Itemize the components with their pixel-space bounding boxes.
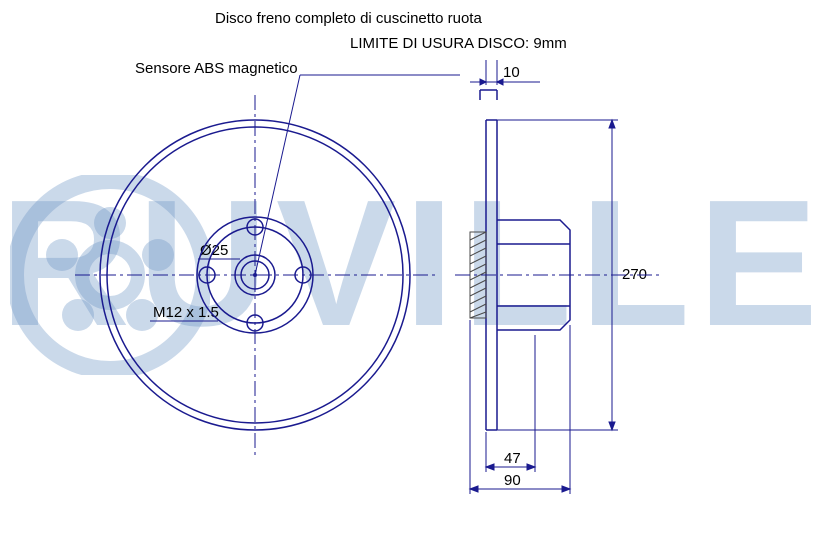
- technical-drawing: [0, 0, 814, 500]
